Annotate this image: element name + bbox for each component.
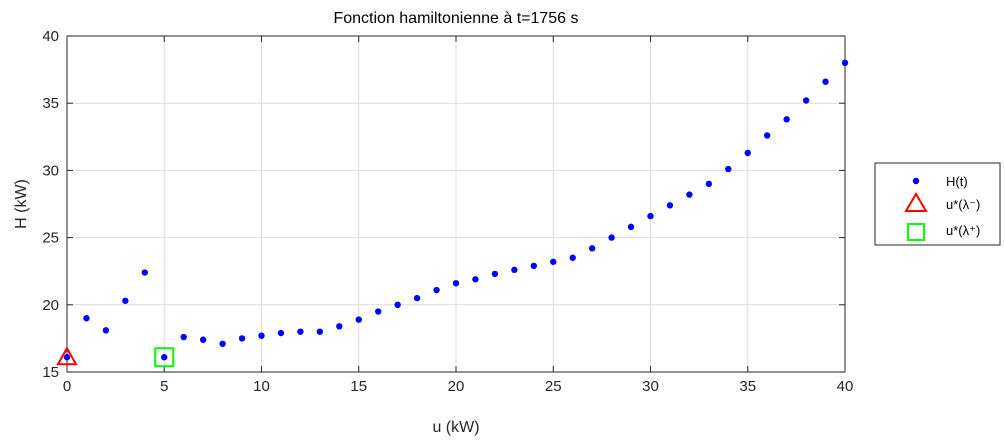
legend-square-marker — [907, 223, 925, 241]
y-tick-label: 40 — [42, 28, 59, 45]
h-point — [394, 301, 401, 308]
x-tick-label: 40 — [837, 378, 854, 395]
chart-title: Fonction hamiltonienne à t=1756 s — [333, 10, 578, 27]
h-point — [102, 327, 110, 334]
u-star-lambda-minus-marker — [56, 346, 78, 366]
y-tick-label: 25 — [42, 230, 59, 247]
h-point — [238, 335, 246, 342]
h-point — [63, 354, 71, 361]
h-point — [375, 308, 382, 315]
h-point — [783, 116, 790, 123]
h-point — [802, 97, 810, 104]
grid — [66, 35, 846, 373]
h-point — [764, 132, 771, 139]
axis-ticks: 0 5 10 15 20 25 30 35 40 15 20 25 30 35 40 — [42, 28, 853, 395]
h-point — [822, 78, 829, 85]
data-marks — [56, 59, 849, 368]
h-point — [199, 336, 207, 343]
h-point — [550, 258, 557, 265]
x-tick-label: 15 — [350, 378, 367, 395]
h-point — [511, 266, 518, 274]
x-tick-label: 25 — [545, 378, 562, 395]
y-tick-label: 15 — [42, 364, 59, 381]
h-point — [841, 59, 849, 67]
h-point — [219, 340, 226, 347]
x-tick-label: 35 — [739, 378, 756, 395]
y-axis-label: H (kW) — [13, 179, 30, 229]
h-point — [355, 316, 362, 323]
h-point — [666, 202, 674, 209]
h-point — [161, 354, 168, 361]
h-point — [297, 328, 304, 335]
h-point — [258, 332, 265, 339]
u-star-lambda-plus-marker — [154, 347, 175, 368]
y-tick-label: 20 — [42, 297, 59, 314]
legend-label-0: H(t) — [946, 174, 968, 189]
h-point — [452, 280, 460, 287]
y-tick-label: 35 — [42, 95, 59, 112]
legend-box — [874, 162, 1001, 246]
x-axis-label: u (kW) — [432, 419, 479, 436]
h-point — [180, 333, 187, 341]
h-point — [608, 234, 615, 241]
h-point — [336, 323, 343, 330]
h-point — [316, 328, 324, 335]
h-point — [588, 245, 596, 252]
h-point — [705, 180, 713, 188]
h-point — [122, 297, 129, 304]
x-tick-label: 0 — [63, 378, 71, 395]
legend-label-2: u*(λ⁺) — [946, 223, 980, 238]
h-point — [569, 254, 576, 261]
legend-label-1: u*(λ⁻) — [946, 197, 980, 212]
h-point — [686, 191, 693, 198]
h-point — [472, 276, 479, 283]
h-point — [491, 270, 499, 278]
x-tick-label: 10 — [253, 378, 270, 395]
legend-triangle-marker — [904, 192, 928, 212]
x-tick-label: 20 — [448, 378, 465, 395]
h-point — [433, 286, 440, 294]
legend: H(t) u*(λ⁻) u*(λ⁺) — [874, 162, 1001, 246]
legend-dot-marker — [912, 177, 920, 185]
h-point — [413, 294, 421, 302]
y-tick-label: 30 — [42, 162, 59, 179]
h-point — [83, 315, 90, 322]
h-point — [627, 223, 635, 231]
x-tick-label: 30 — [642, 378, 659, 395]
h-point — [647, 212, 654, 220]
h-point — [725, 165, 732, 173]
h-point — [530, 262, 537, 270]
x-tick-label: 5 — [160, 378, 168, 395]
h-point — [744, 149, 751, 157]
h-point — [277, 329, 285, 337]
h-point — [141, 269, 148, 276]
